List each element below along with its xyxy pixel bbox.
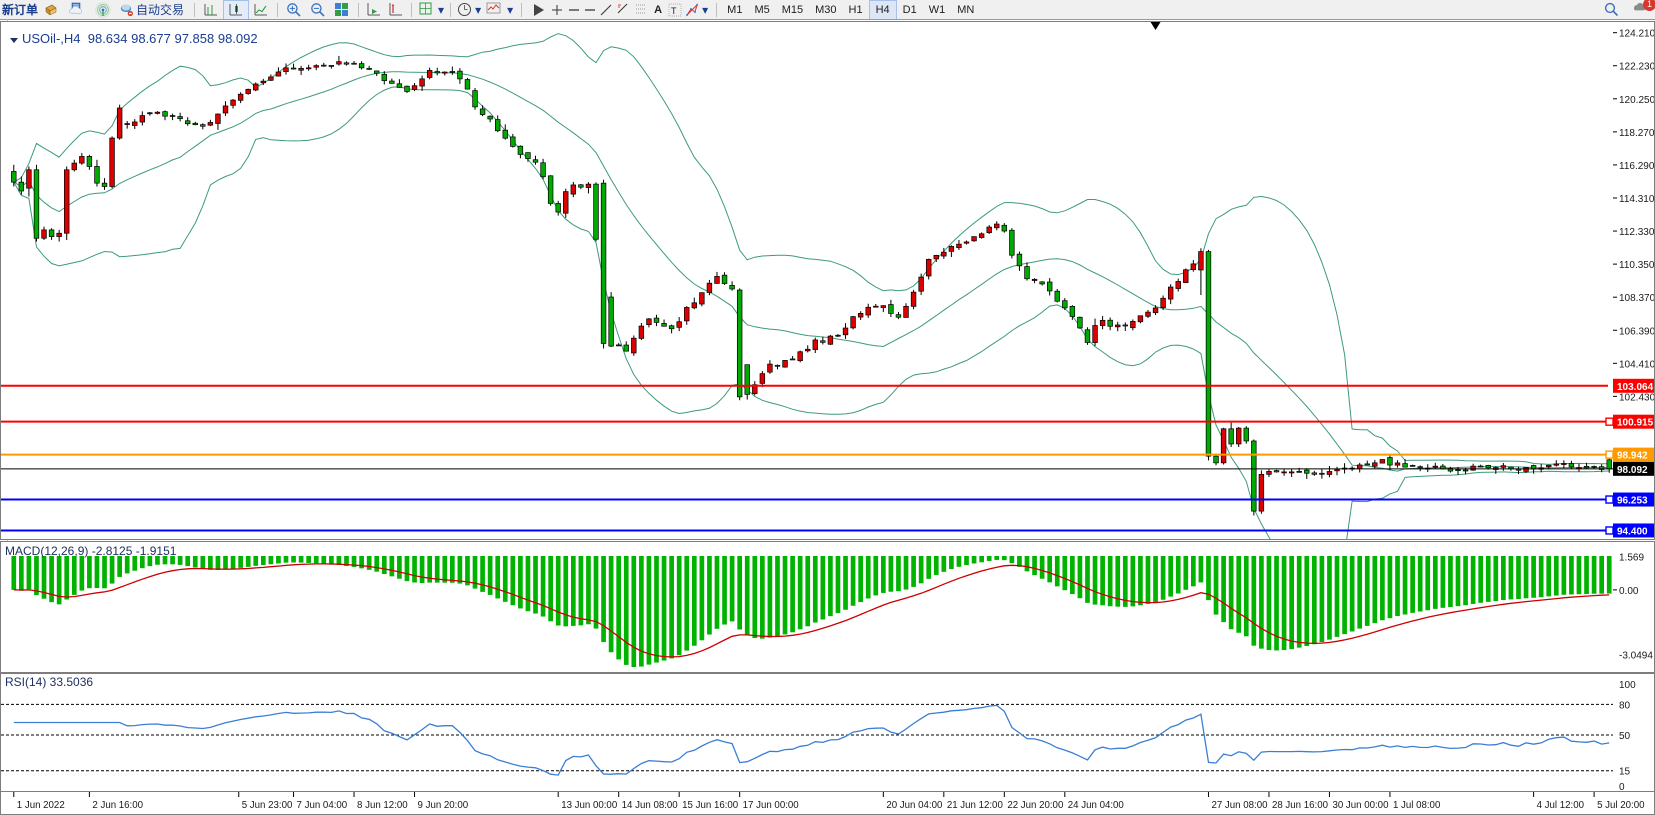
svg-text:5 Jun 23:00: 5 Jun 23:00 [242,800,293,811]
svg-text:98.092: 98.092 [1617,465,1648,476]
svg-text:96.253: 96.253 [1617,496,1648,507]
svg-text:22 Jun 20:00: 22 Jun 20:00 [1007,800,1064,811]
svg-text:7 Jun 04:00: 7 Jun 04:00 [297,800,348,811]
svg-text:124.210: 124.210 [1619,29,1655,40]
svg-text:110.350: 110.350 [1619,260,1655,271]
svg-text:5 Jul 20:00: 5 Jul 20:00 [1597,800,1645,811]
svg-text:106.390: 106.390 [1619,326,1655,337]
svg-text:103.064: 103.064 [1617,382,1654,393]
svg-text:98.942: 98.942 [1617,451,1648,462]
svg-text:102.430: 102.430 [1619,392,1655,403]
svg-text:13 Jun 00:00: 13 Jun 00:00 [561,800,618,811]
svg-text:21 Jun 12:00: 21 Jun 12:00 [947,800,1004,811]
svg-text:50: 50 [1619,731,1631,742]
svg-text:17 Jun 00:00: 17 Jun 00:00 [743,800,800,811]
svg-text:118.270: 118.270 [1619,128,1655,139]
svg-text:4 Jul 12:00: 4 Jul 12:00 [1537,800,1585,811]
svg-text:20 Jun 04:00: 20 Jun 04:00 [886,800,943,811]
svg-text:15 Jun 16:00: 15 Jun 16:00 [682,800,739,811]
svg-text:114.310: 114.310 [1619,194,1655,205]
svg-text:0.00: 0.00 [1619,586,1639,597]
svg-text:100: 100 [1619,680,1636,691]
svg-text:2 Jun 16:00: 2 Jun 16:00 [92,800,143,811]
svg-text:-3.0494: -3.0494 [1619,650,1653,661]
svg-text:28 Jun 16:00: 28 Jun 16:00 [1272,800,1329,811]
svg-text:94.400: 94.400 [1617,526,1648,537]
svg-text:9 Jun 20:00: 9 Jun 20:00 [418,800,469,811]
svg-text:30 Jun 00:00: 30 Jun 00:00 [1332,800,1389,811]
svg-text:15: 15 [1619,767,1631,778]
svg-text:1.569: 1.569 [1619,553,1644,564]
svg-text:1 Jun 2022: 1 Jun 2022 [17,800,65,811]
svg-text:122.230: 122.230 [1619,62,1655,73]
svg-text:112.330: 112.330 [1619,227,1655,238]
svg-text:80: 80 [1619,700,1631,711]
svg-text:108.370: 108.370 [1619,293,1655,304]
svg-text:0: 0 [1619,782,1625,792]
svg-text:104.410: 104.410 [1619,359,1655,370]
svg-text:T: T [671,6,677,16]
svg-text:24 Jun 04:00: 24 Jun 04:00 [1068,800,1125,811]
svg-text:8 Jun 12:00: 8 Jun 12:00 [357,800,408,811]
svg-text:1 Jul 08:00: 1 Jul 08:00 [1393,800,1441,811]
svg-text:27 Jun 08:00: 27 Jun 08:00 [1211,800,1268,811]
svg-text:116.290: 116.290 [1619,161,1655,172]
svg-text:100.915: 100.915 [1617,418,1654,429]
svg-text:120.250: 120.250 [1619,95,1655,106]
svg-text:14 Jun 08:00: 14 Jun 08:00 [622,800,679,811]
